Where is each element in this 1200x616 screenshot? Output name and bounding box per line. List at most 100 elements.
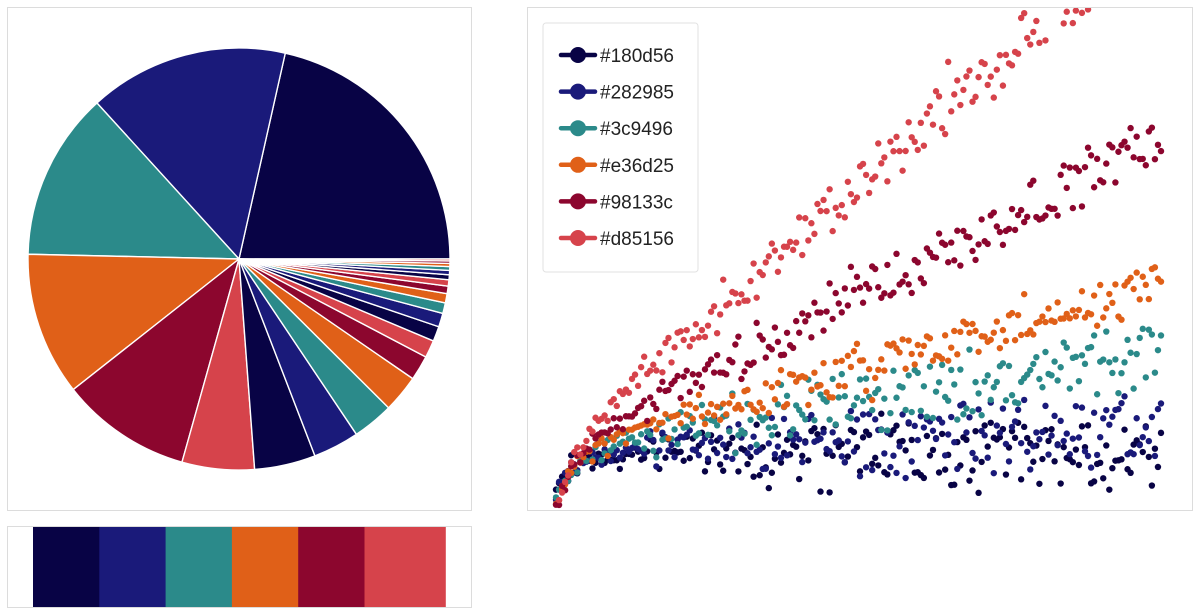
chart-legend: #180d56 #282985 #3c9496 #e36d25 #98133c #d851… xyxy=(542,22,699,273)
scatter-point xyxy=(1151,445,1159,452)
scatter-point xyxy=(774,401,782,408)
scatter-point xyxy=(941,241,949,248)
scatter-point xyxy=(613,424,620,431)
scatter-point xyxy=(881,290,888,297)
scatter-point xyxy=(905,119,912,126)
scatter-point xyxy=(850,448,858,455)
scatter-point xyxy=(598,461,605,468)
scatter-point xyxy=(1030,360,1037,368)
scatter-point xyxy=(966,329,973,336)
scatter-point xyxy=(893,394,900,401)
scatter-point xyxy=(932,88,940,95)
scatter-point xyxy=(1139,325,1146,333)
scatter-point xyxy=(768,346,776,353)
scatter-point xyxy=(650,400,657,408)
scatter-point xyxy=(838,370,845,378)
scatter-point xyxy=(1069,435,1077,442)
scatter-point xyxy=(1014,311,1022,319)
scatter-point xyxy=(716,416,724,423)
scatter-point xyxy=(1093,155,1101,163)
scatter-point xyxy=(753,294,760,301)
scatter-point xyxy=(622,440,630,447)
scatter-point xyxy=(1154,463,1162,471)
scatter-point xyxy=(1072,402,1080,410)
scatter-point xyxy=(695,430,703,437)
scatter-point xyxy=(668,359,675,366)
pie-slice xyxy=(72,258,240,463)
scatter-point xyxy=(1087,311,1095,318)
scatter-point xyxy=(896,147,903,155)
scatter-point xyxy=(750,359,757,366)
scatter-point xyxy=(680,373,687,380)
scatter-point xyxy=(1151,156,1159,163)
scatter-point xyxy=(990,384,997,391)
scatter-point xyxy=(847,190,855,198)
scatter-point xyxy=(756,399,763,406)
scatter-point xyxy=(777,454,785,462)
scatter-point xyxy=(932,254,940,261)
scatter-point xyxy=(862,464,870,471)
scatter-point xyxy=(847,415,855,422)
pie-chart-panel xyxy=(7,7,472,511)
scatter-point xyxy=(872,173,879,180)
scatter-point xyxy=(902,406,909,414)
scatter-point xyxy=(820,359,827,367)
scatter-point xyxy=(984,240,991,248)
scatter-point xyxy=(729,392,736,400)
pie-slice xyxy=(238,52,451,260)
scatter-point xyxy=(957,262,964,269)
scatter-point xyxy=(856,284,864,291)
scatter-point xyxy=(896,443,903,450)
scatter-point xyxy=(1057,480,1064,487)
scatter-point xyxy=(908,289,915,297)
scatter-point xyxy=(683,367,690,374)
scatter-point xyxy=(1008,205,1016,213)
scatter-point xyxy=(1127,124,1134,132)
scatter-point xyxy=(1078,9,1086,17)
scatter-point xyxy=(981,60,988,68)
scatter-point xyxy=(1033,429,1040,436)
legend-label: #d85156 xyxy=(600,229,674,250)
scatter-point xyxy=(941,452,949,459)
legend-marker xyxy=(570,47,586,63)
scatter-point xyxy=(1030,28,1037,36)
scatter-point xyxy=(1057,417,1064,425)
scatter-point xyxy=(926,363,934,370)
scatter-point xyxy=(701,333,709,341)
scatter-point xyxy=(656,386,663,393)
scatter-point xyxy=(732,449,739,457)
scatter-point xyxy=(969,98,976,105)
scatter-point xyxy=(875,140,882,147)
scatter-point xyxy=(1130,385,1137,392)
scatter-point xyxy=(1051,205,1058,212)
scatter-points xyxy=(552,8,1165,509)
scatter-point xyxy=(1054,377,1061,384)
scatter-point xyxy=(847,407,855,415)
scatter-point xyxy=(686,343,693,350)
scatter-point xyxy=(598,456,605,464)
scatter-point xyxy=(1090,478,1098,485)
scatter-point xyxy=(1097,281,1104,289)
scatter-point xyxy=(741,430,748,437)
color-swatch xyxy=(231,527,299,607)
scatter-point xyxy=(944,431,952,438)
scatter-point xyxy=(1087,343,1095,351)
scatter-point xyxy=(659,369,666,376)
scatter-point xyxy=(726,440,733,447)
scatter-point xyxy=(716,461,724,468)
scatter-point xyxy=(561,478,569,486)
scatter-point xyxy=(841,459,849,466)
scatter-point xyxy=(1048,432,1055,439)
scatter-point xyxy=(647,431,654,439)
scatter-point xyxy=(966,414,973,421)
scatter-point xyxy=(802,439,809,446)
scatter-point xyxy=(975,241,982,248)
scatter-point xyxy=(899,384,906,391)
scatter-point xyxy=(917,119,925,127)
scatter-point xyxy=(1066,164,1073,171)
color-swatch xyxy=(99,527,167,607)
scatter-point xyxy=(656,349,663,357)
scatter-point xyxy=(1084,8,1092,13)
scatter-point xyxy=(619,449,627,456)
scatter-point xyxy=(841,214,849,221)
